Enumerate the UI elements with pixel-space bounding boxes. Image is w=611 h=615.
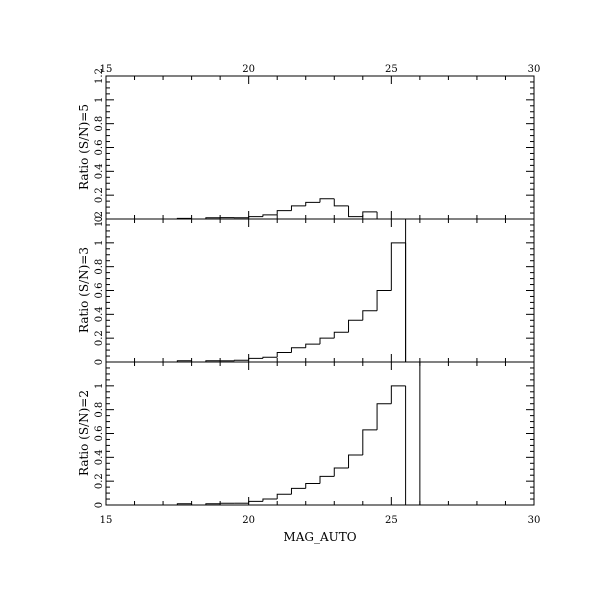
middle-y-tick-label: 0.6 (94, 283, 105, 299)
x-axis-title: MAG_AUTO (283, 530, 356, 544)
middle-y-tick-label: 0.8 (94, 259, 105, 275)
top-x-tick-label: 15 (100, 64, 113, 75)
bottom-y-tick-label: 0.4 (94, 449, 105, 465)
top-x-tick-label: 20 (242, 64, 255, 75)
middle-y-axis-label: Ratio (S/N)=3 (77, 247, 91, 333)
top-x-tick-label: 25 (385, 64, 398, 75)
bottom-x-tick-label: 20 (242, 515, 255, 526)
middle-y-tick-label: 1.2 (94, 211, 105, 227)
bottom-y-tick-label: 0 (94, 502, 105, 508)
middle-y-tick-label: 0.4 (94, 306, 105, 322)
bottom-x-tick-label: 15 (100, 515, 113, 526)
top-y-tick-label: 0.6 (94, 140, 105, 156)
middle-y-tick-label: 0.2 (94, 330, 105, 346)
top-y-tick-label: 0.8 (94, 116, 105, 132)
bottom-y-tick-label: 0.8 (94, 402, 105, 418)
top-x-tick-label: 30 (528, 64, 541, 75)
top-y-tick-label: 1 (94, 97, 105, 103)
top-y-tick-label: 0.2 (94, 187, 105, 203)
bottom-x-tick-label: 30 (528, 515, 541, 526)
bottom-x-tick-label: 25 (385, 515, 398, 526)
top-y-tick-label: 0.4 (94, 163, 105, 179)
bottom-y-tick-label: 0.2 (94, 473, 105, 489)
bottom-y-axis-label: Ratio (S/N)=2 (77, 390, 91, 476)
bottom-y-tick-label: 1 (94, 383, 105, 389)
bottom-y-tick-label: 0.6 (94, 426, 105, 442)
middle-y-tick-label: 0 (94, 359, 105, 365)
middle-y-tick-label: 1 (94, 240, 105, 246)
top-y-axis-label: Ratio (S/N)=5 (77, 104, 91, 190)
